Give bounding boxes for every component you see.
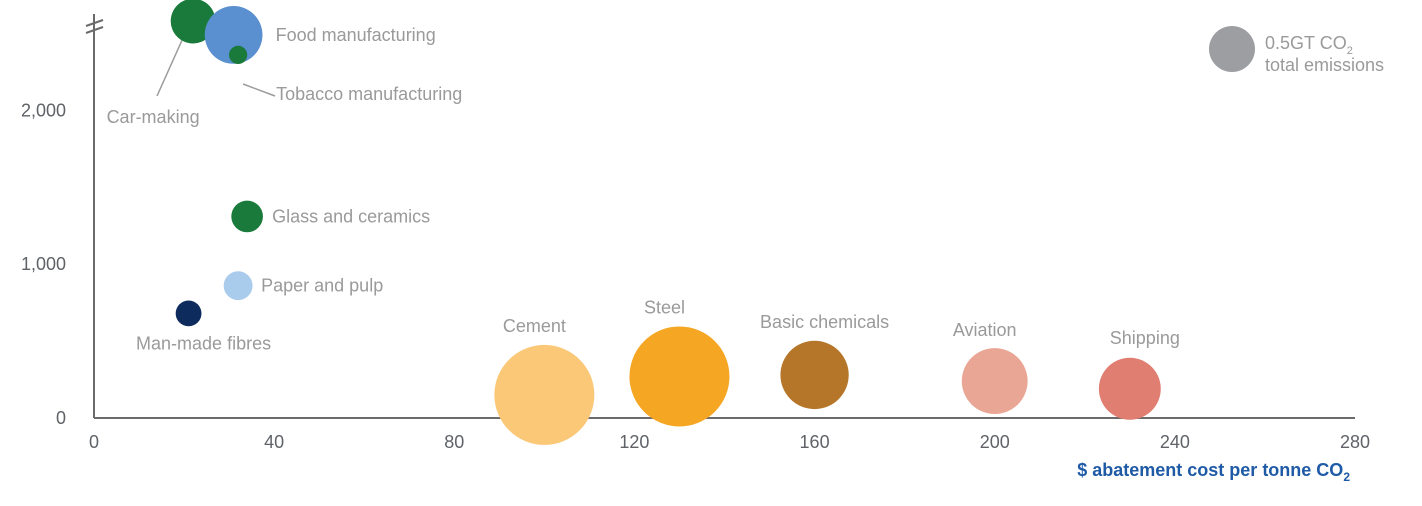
leader-lines [156,37,276,97]
y-tick-label: 2,000 [21,100,66,120]
bubble-label-car-making: Car-making [107,107,200,127]
x-tick-label: 280 [1340,432,1370,452]
x-tick-label: 0 [89,432,99,452]
bubble-label-glass-and-ceramics: Glass and ceramics [272,206,430,226]
x-tick-label: 160 [800,432,830,452]
bubble-glass-and-ceramics [231,200,263,233]
y-tick-labels: 0 1,000 2,000 [21,100,66,428]
x-tick-label: 200 [980,432,1010,452]
bubble-car-making [170,0,216,44]
y-tick-label: 0 [56,408,66,428]
legend-label: 0.5GT CO2 [1265,33,1353,57]
bubble-labels: Car-making Food manufacturing Tobacco manu… [107,25,1180,353]
bubble-steel [629,326,730,427]
x-tick-label: 120 [619,432,649,452]
bubble-label-man-made-fibres: Man-made fibres [136,333,271,353]
x-tick-label: 80 [444,432,464,452]
y-axis-break-mark [85,19,104,34]
bubble-label-food-manufacturing: Food manufacturing [276,25,436,45]
x-tick-label: 240 [1160,432,1190,452]
bubble-paper-and-pulp [223,271,253,301]
bubble-label-shipping: Shipping [1110,328,1180,348]
bubble-basic-chemicals [780,340,849,410]
car-making-leader-line [156,37,184,97]
bubbles [170,0,1161,445]
legend-bubble [1209,26,1255,72]
y-tick-label: 1,000 [21,254,66,274]
bubble-tobacco-manufacturing [228,45,248,65]
bubble-label-steel: Steel [644,297,685,317]
bubble-cement [494,344,595,445]
bubble-shipping [1098,357,1161,420]
x-axis-title: $ abatement cost per tonne CO2 [1077,460,1350,484]
bubble-food-manufacturing [204,6,263,64]
bubble-man-made-fibres [175,300,202,327]
bubble-label-tobacco-manufacturing: Tobacco manufacturing [276,84,462,104]
legend: 0.5GT CO2 total emissions [1209,26,1384,75]
bubble-label-paper-and-pulp: Paper and pulp [261,276,383,296]
x-tick-labels: 0 40 80 120 160 200 240 280 [89,432,1370,452]
bubble-aviation [961,348,1028,414]
bubble-label-basic-chemicals: Basic chemicals [760,312,889,332]
axes [85,14,1355,419]
x-tick-label: 40 [264,432,284,452]
bubble-label-aviation: Aviation [953,320,1017,340]
bubble-label-cement: Cement [503,316,566,336]
legend-label-line2: total emissions [1265,55,1384,75]
tobacco-manufacturing-leader-line [242,83,276,97]
